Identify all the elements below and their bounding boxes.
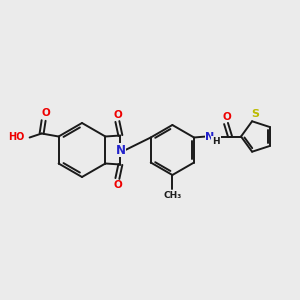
Text: S: S bbox=[251, 109, 259, 119]
Text: CH₃: CH₃ bbox=[163, 191, 182, 200]
Text: H: H bbox=[212, 137, 220, 146]
Text: O: O bbox=[113, 181, 122, 190]
Text: N: N bbox=[116, 143, 125, 157]
Text: O: O bbox=[223, 112, 231, 122]
Text: HO: HO bbox=[8, 133, 25, 142]
Text: O: O bbox=[113, 110, 122, 119]
Text: O: O bbox=[41, 109, 50, 118]
Text: N: N bbox=[206, 131, 215, 142]
